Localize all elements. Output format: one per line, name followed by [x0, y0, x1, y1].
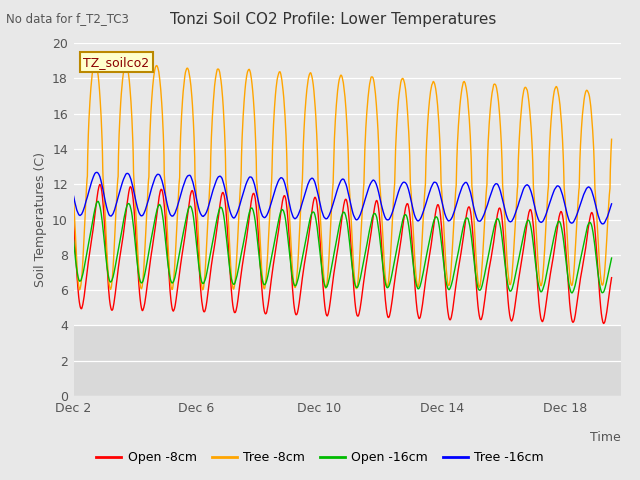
Text: Time: Time: [590, 431, 621, 444]
Text: TZ_soilco2: TZ_soilco2: [83, 56, 150, 69]
Text: No data for f_T2_TC3: No data for f_T2_TC3: [6, 12, 129, 25]
Legend: Open -8cm, Tree -8cm, Open -16cm, Tree -16cm: Open -8cm, Tree -8cm, Open -16cm, Tree -…: [92, 446, 548, 469]
Text: Tonzi Soil CO2 Profile: Lower Temperatures: Tonzi Soil CO2 Profile: Lower Temperatur…: [170, 12, 496, 27]
Bar: [74, 325, 621, 396]
Y-axis label: Soil Temperatures (C): Soil Temperatures (C): [34, 152, 47, 287]
